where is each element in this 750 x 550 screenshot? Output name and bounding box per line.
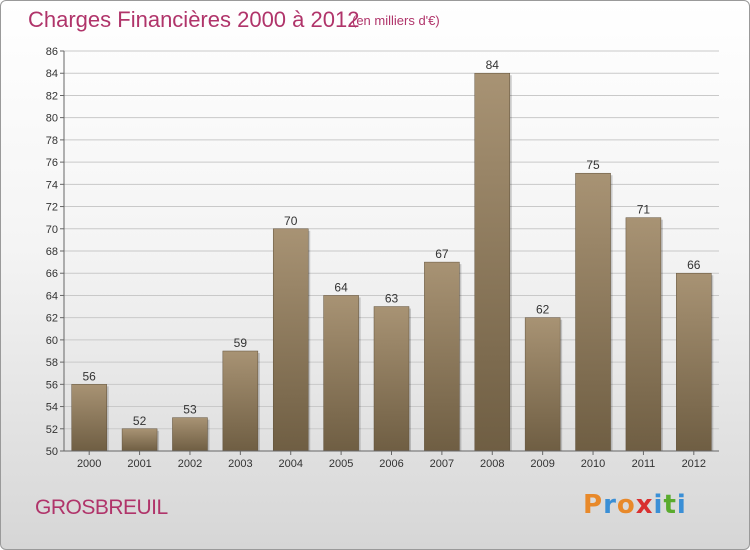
y-tick-label: 66 bbox=[46, 268, 58, 280]
y-tick-label: 80 bbox=[46, 113, 58, 125]
y-tick-label: 68 bbox=[46, 246, 58, 258]
bar bbox=[474, 72, 511, 452]
bar bbox=[524, 317, 561, 452]
y-tick-label: 84 bbox=[46, 68, 58, 80]
bar bbox=[625, 217, 662, 452]
proxiti-logo: Proxiti bbox=[583, 490, 687, 520]
y-tick-label: 62 bbox=[46, 313, 58, 325]
x-tick-label: 2011 bbox=[632, 458, 656, 470]
bar bbox=[424, 261, 460, 452]
data-label: 75 bbox=[586, 158, 600, 172]
x-tick-label: 2002 bbox=[178, 458, 202, 470]
chart-title: Charges Financières 2000 à 2012 bbox=[28, 7, 360, 32]
bar bbox=[272, 228, 309, 452]
chart-subtitle: (en milliers d'€) bbox=[352, 13, 440, 28]
x-tick-label: 2005 bbox=[329, 458, 353, 470]
bar bbox=[172, 417, 208, 452]
logo-letter: r bbox=[603, 490, 617, 520]
data-label: 63 bbox=[385, 292, 399, 306]
data-label: 67 bbox=[435, 247, 449, 261]
x-tick-label: 2001 bbox=[127, 458, 151, 470]
x-tick-label: 2009 bbox=[530, 458, 554, 470]
logo-letter: o bbox=[616, 490, 636, 520]
data-label: 53 bbox=[183, 403, 197, 417]
x-tick-label: 2000 bbox=[77, 458, 101, 470]
y-tick-label: 54 bbox=[46, 402, 58, 414]
data-label: 59 bbox=[234, 336, 248, 350]
y-tick-label: 56 bbox=[46, 379, 58, 391]
y-tick-label: 72 bbox=[46, 202, 58, 214]
bar bbox=[676, 272, 712, 452]
x-tick-label: 2007 bbox=[430, 458, 454, 470]
bar bbox=[575, 172, 611, 452]
data-label: 52 bbox=[133, 414, 147, 428]
data-label: 64 bbox=[334, 280, 348, 294]
y-tick-label: 74 bbox=[46, 179, 58, 191]
y-tick-label: 78 bbox=[46, 135, 58, 147]
x-tick-label: 2006 bbox=[379, 458, 403, 470]
logo-letter: t bbox=[663, 490, 677, 520]
y-tick-label: 58 bbox=[46, 357, 58, 369]
bar bbox=[222, 350, 259, 452]
y-tick-label: 64 bbox=[46, 290, 58, 302]
y-tick-label: 60 bbox=[46, 335, 58, 347]
y-tick-label: 76 bbox=[46, 157, 58, 169]
data-label: 66 bbox=[687, 258, 701, 272]
x-tick-label: 2010 bbox=[581, 458, 605, 470]
y-tick-label: 70 bbox=[46, 224, 58, 236]
data-label: 56 bbox=[83, 369, 97, 383]
data-label: 84 bbox=[486, 58, 500, 72]
bar bbox=[323, 295, 359, 452]
y-tick-label: 86 bbox=[46, 46, 58, 58]
x-tick-label: 2008 bbox=[480, 458, 504, 470]
bar bbox=[121, 428, 158, 452]
y-tick-label: 82 bbox=[46, 90, 58, 102]
data-label: 62 bbox=[536, 303, 550, 317]
y-tick-label: 50 bbox=[46, 446, 58, 458]
x-tick-label: 2004 bbox=[278, 458, 302, 470]
logo-letter: x bbox=[635, 490, 654, 520]
bar bbox=[71, 384, 107, 452]
x-tick-label: 2012 bbox=[682, 458, 706, 470]
data-label: 70 bbox=[284, 214, 298, 228]
logo-letter: i bbox=[676, 490, 687, 520]
city-name: GROSBREUIL bbox=[35, 496, 168, 519]
data-label: 71 bbox=[637, 203, 651, 217]
logo-letter: P bbox=[583, 490, 604, 520]
y-tick-label: 52 bbox=[46, 424, 58, 436]
bar bbox=[373, 306, 410, 452]
x-tick-label: 2003 bbox=[228, 458, 252, 470]
logo-letter: i bbox=[653, 490, 664, 520]
